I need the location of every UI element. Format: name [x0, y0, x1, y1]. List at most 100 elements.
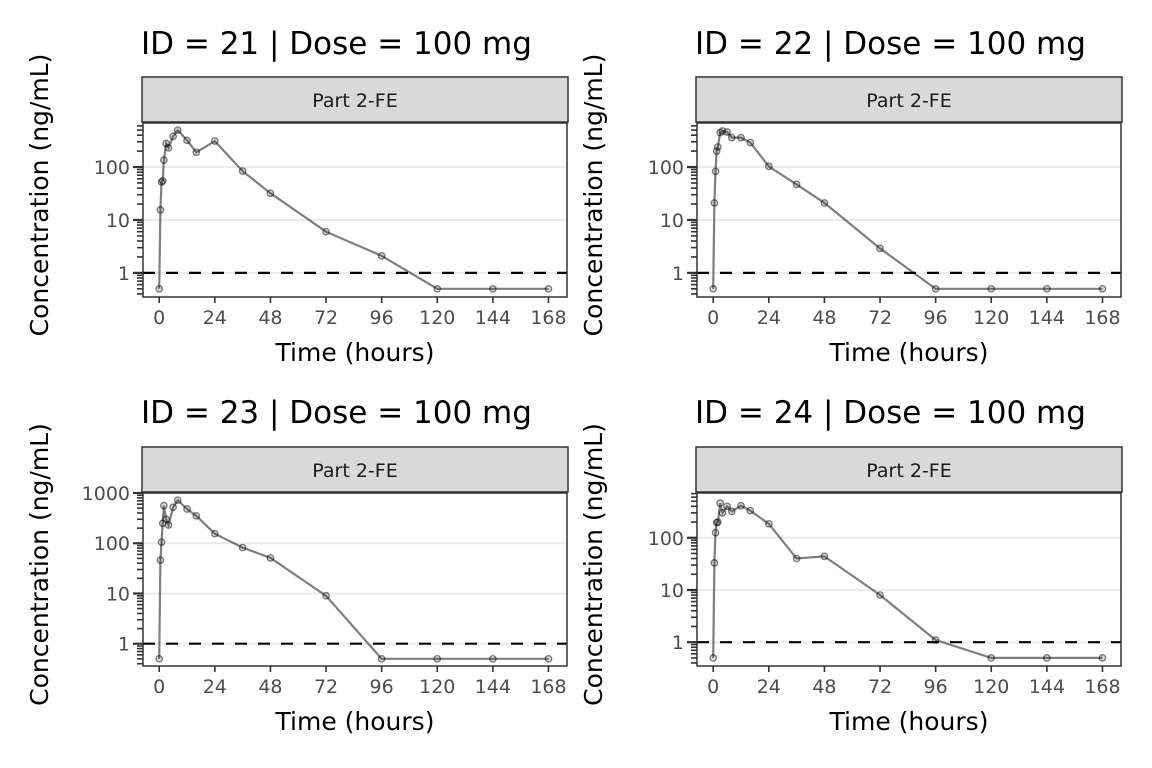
- data-point: [169, 132, 177, 141]
- x-tick-label: 48: [258, 676, 282, 698]
- y-axis-title: Concentration (ng/mL): [25, 423, 54, 706]
- x-tick-label: 96: [924, 676, 948, 698]
- facet-strip: [141, 446, 569, 493]
- data-point: [489, 284, 497, 293]
- x-tick-label: 24: [203, 307, 227, 329]
- concentration-line: [158, 498, 549, 660]
- x-tick-label: 24: [757, 676, 781, 698]
- x-tick-label: 168: [1084, 307, 1120, 329]
- data-point: [192, 512, 201, 520]
- data-point: [718, 509, 727, 517]
- panel-3: ID = 23 | Dose = 100 mg Part 2-FE 0 24 48 72 9…: [25, 395, 569, 736]
- y-tick-label: 10: [660, 210, 684, 232]
- data-point: [160, 156, 168, 165]
- concentration-line: [158, 128, 549, 290]
- concentration-line: [712, 502, 1103, 660]
- data-point: [746, 506, 755, 515]
- y-tick-label: 1: [118, 634, 130, 656]
- data-point: [158, 176, 167, 185]
- data-point: [210, 529, 219, 538]
- data-point: [820, 552, 829, 561]
- x-tick-label: 72: [314, 676, 338, 698]
- data-point: [1043, 654, 1051, 662]
- y-tick-label: 1000: [82, 483, 130, 505]
- y-tick-label: 100: [648, 157, 684, 179]
- data-point: [764, 162, 773, 171]
- data-point: [727, 507, 736, 516]
- data-point: [1098, 654, 1107, 662]
- data-point: [987, 284, 996, 293]
- panel-2: ID = 22 | Dose = 100 mg Part 2-FE 0 24 48 72 9…: [579, 26, 1123, 367]
- panel-title: ID = 24 | Dose = 100 mg: [695, 395, 1086, 431]
- data-point: [238, 543, 247, 552]
- panel-title: ID = 22 | Dose = 100 mg: [695, 26, 1086, 62]
- data-point: [709, 654, 718, 662]
- x-tick-label: 72: [314, 307, 338, 329]
- data-point: [710, 559, 719, 567]
- facet-strip: [695, 446, 1123, 493]
- panel-border: [696, 122, 1122, 298]
- x-axis-title: Time (hours): [829, 338, 989, 367]
- facet-label: Part 2-FE: [312, 460, 397, 482]
- facet-label: Part 2-FE: [866, 90, 951, 112]
- y-tick-label: 1: [118, 263, 130, 285]
- data-point: [266, 189, 275, 198]
- y-tick-label: 10: [106, 210, 130, 232]
- data-point: [157, 538, 166, 547]
- data-point: [238, 167, 247, 175]
- data-point: [322, 591, 330, 600]
- y-tick-label: 10: [106, 583, 130, 605]
- x-tick-label: 0: [153, 307, 165, 329]
- x-tick-label: 0: [153, 676, 165, 698]
- data-point: [714, 143, 722, 151]
- data-point: [987, 654, 996, 662]
- x-tick-label: 48: [812, 307, 836, 329]
- x-axis-title: Time (hours): [275, 707, 435, 736]
- y-axis-title: Concentration (ng/mL): [25, 54, 54, 337]
- data-point: [714, 518, 722, 526]
- data-point: [792, 180, 801, 189]
- data-point: [764, 519, 773, 528]
- panel-4: ID = 24 | Dose = 100 mg Part 2-FE 0 24 48 72 9…: [579, 395, 1123, 736]
- x-tick-label: 96: [924, 307, 948, 329]
- data-point: [155, 654, 164, 663]
- x-tick-label: 168: [530, 307, 566, 329]
- data-point: [711, 167, 720, 176]
- data-point: [155, 284, 164, 293]
- y-tick-label: 1: [672, 263, 684, 285]
- y-tick-label: 100: [94, 533, 130, 555]
- data-point: [723, 502, 731, 511]
- concentration-line: [712, 129, 1103, 290]
- panel-border: [142, 492, 568, 667]
- x-tick-label: 72: [868, 676, 892, 698]
- data-point: [164, 521, 173, 529]
- data-point: [173, 496, 182, 505]
- x-tick-label: 72: [868, 307, 892, 329]
- data-point: [377, 654, 386, 663]
- data-point: [322, 227, 330, 236]
- data-point: [433, 284, 442, 293]
- y-tick-label: 10: [660, 580, 684, 602]
- data-point: [377, 251, 386, 260]
- x-tick-label: 144: [1029, 307, 1065, 329]
- data-point: [164, 144, 173, 152]
- data-point: [183, 505, 191, 513]
- data-point: [737, 501, 745, 510]
- y-tick-label: 1: [672, 632, 684, 654]
- data-point: [1043, 284, 1051, 293]
- x-tick-label: 144: [475, 307, 511, 329]
- x-tick-label: 48: [812, 676, 836, 698]
- data-point: [544, 654, 553, 663]
- x-tick-label: 0: [707, 676, 719, 698]
- data-point: [727, 133, 736, 142]
- facet-label: Part 2-FE: [866, 460, 951, 482]
- x-tick-label: 168: [1084, 676, 1120, 698]
- x-tick-label: 0: [707, 307, 719, 329]
- panel-border: [142, 122, 568, 298]
- data-point: [931, 636, 940, 644]
- panel-border: [696, 492, 1122, 667]
- panel-1: ID = 21 | Dose = 100 mg Part 2-FE 0 24 48 72 9…: [25, 26, 569, 367]
- data-point: [544, 284, 553, 293]
- x-tick-label: 168: [530, 676, 566, 698]
- y-tick-label: 100: [648, 528, 684, 550]
